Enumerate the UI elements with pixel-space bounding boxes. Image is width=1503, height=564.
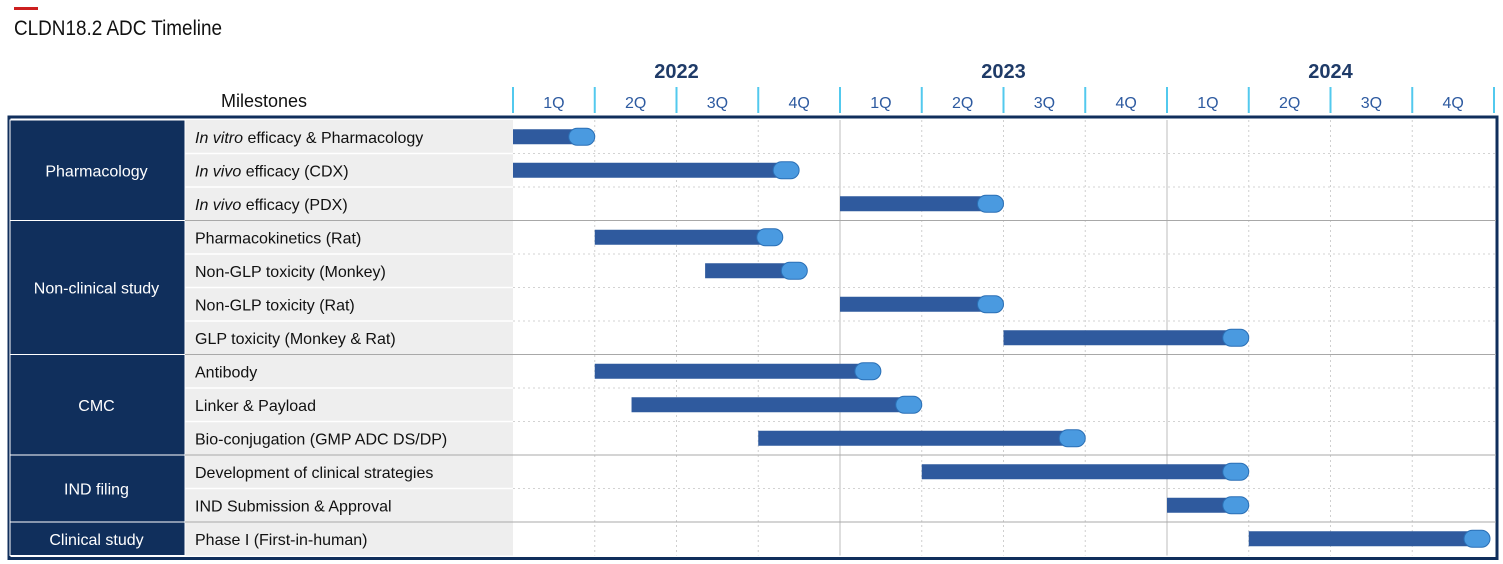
milestone-bar-end-cap [854,362,882,381]
milestone-bar [594,229,770,245]
quarter-label: 2Q [1279,95,1300,112]
milestone-label-text: efficacy (PDX) [241,197,347,214]
milestones-header: Milestones [221,91,307,111]
milestone-label: In vitro efficacy & Pharmacology [195,130,423,147]
milestone-bars [513,127,1491,548]
category-label: CMC [78,398,114,415]
category-cell [9,354,186,456]
category-cell [9,220,186,355]
milestone-label-text: IND Submission & Approval [195,498,392,515]
milestone-label: Bio-conjugation (GMP ADC DS/DP) [195,431,447,448]
milestone-bar-end-cap [780,261,808,280]
milestone-label-text: Development of clinical strategies [195,465,433,482]
milestone-bar-end-cap [1058,429,1086,448]
category-label: Pharmacology [45,163,147,180]
milestone-bar [1248,531,1477,547]
milestone-label-italic: In vivo [195,163,241,180]
milestone-label-text: Non-GLP toxicity (Monkey) [195,264,386,281]
milestone-label: Non-GLP toxicity (Rat) [195,297,355,314]
quarter-label: 4Q [1442,95,1463,112]
title-accent-bar [14,7,38,10]
milestone-label-text: Bio-conjugation (GMP ADC DS/DP) [195,431,447,448]
milestone-bar-end-cap [756,228,784,247]
milestone-bar-end-cap [977,194,1004,213]
milestone-bar-end-cap [1222,462,1250,481]
milestone-column-background [185,120,513,556]
milestone-bar [840,296,991,312]
milestone-bar-end-cap [977,295,1004,314]
category-label: Non-clinical study [34,281,159,298]
milestone-bar [840,196,991,212]
quarter-label: 3Q [707,95,728,112]
milestone-label-text: GLP toxicity (Monkey & Rat) [195,331,396,348]
milestone-label: Pharmacokinetics (Rat) [195,230,361,247]
year-label: 2024 [1308,61,1353,83]
page-title: CLDN18.2 ADC Timeline [14,17,222,40]
quarter-label: 3Q [1361,95,1382,112]
timeline-header: 2022 2023 2024 1Q 2Q 3Q 4Q 1Q 2Q 3Q 4Q 1Q 2Q 3Q 4Q Mile… [221,61,1495,113]
timeline-grid [185,120,1496,556]
milestone-label-text: efficacy (CDX) [241,163,348,180]
milestone-label: Development of clinical strategies [195,465,433,482]
milestone-bar [1003,330,1236,346]
milestone-bar [594,363,868,379]
milestone-bar-end-cap [1222,328,1250,347]
quarter-label: 4Q [788,95,809,112]
milestone-bar [631,397,909,413]
category-column: Pharmacology Non-clinical study CMC IND fil… [9,119,186,556]
category-label: Clinical study [49,532,143,549]
year-label: 2022 [654,61,699,83]
milestone-label: Linker & Payload [195,398,316,415]
milestone-label-text: efficacy & Pharmacology [243,130,423,147]
milestone-label-text: Linker & Payload [195,398,316,415]
quarter-label: 4Q [1115,95,1136,112]
milestone-bar-end-cap [772,161,800,180]
milestone-bar-end-cap [1463,529,1491,548]
quarter-label: 2Q [625,95,646,112]
milestone-bar-end-cap [895,395,923,414]
milestone-bar-end-cap [568,127,596,146]
milestone-bar [921,464,1236,480]
quarter-label: 3Q [1034,95,1055,112]
milestone-bar [513,129,582,145]
milestone-label: Antibody [195,364,257,381]
category-cell [9,119,186,221]
milestone-label-text: Pharmacokinetics (Rat) [195,230,361,247]
quarter-label: 1Q [543,95,564,112]
milestone-label-italic: In vitro [195,130,243,147]
year-label: 2023 [981,61,1026,83]
category-label: IND filing [64,482,129,499]
milestone-bar [705,263,795,279]
milestone-bar-end-cap [1222,496,1250,515]
milestone-label: In vivo efficacy (PDX) [195,197,348,214]
milestone-bar [1167,497,1236,513]
milestone-label: Phase I (First-in-human) [195,532,368,549]
milestone-bar [513,162,787,178]
quarter-label: 2Q [952,95,973,112]
milestone-label: In vivo efficacy (CDX) [195,163,349,180]
milestone-label-text: Phase I (First-in-human) [195,532,368,549]
milestone-label: Non-GLP toxicity (Monkey) [195,264,386,281]
quarter-label: 1Q [1197,95,1218,112]
milestone-column: In vitro efficacy & Pharmacology In vivo … [195,130,447,549]
quarter-label: 1Q [870,95,891,112]
milestone-label-italic: In vivo [195,197,241,214]
milestone-bar [758,430,1073,446]
milestone-label: IND Submission & Approval [195,498,392,515]
milestone-label-text: Antibody [195,364,257,381]
milestone-label: GLP toxicity (Monkey & Rat) [195,331,396,348]
milestone-label-text: Non-GLP toxicity (Rat) [195,297,355,314]
category-cell [9,521,186,556]
